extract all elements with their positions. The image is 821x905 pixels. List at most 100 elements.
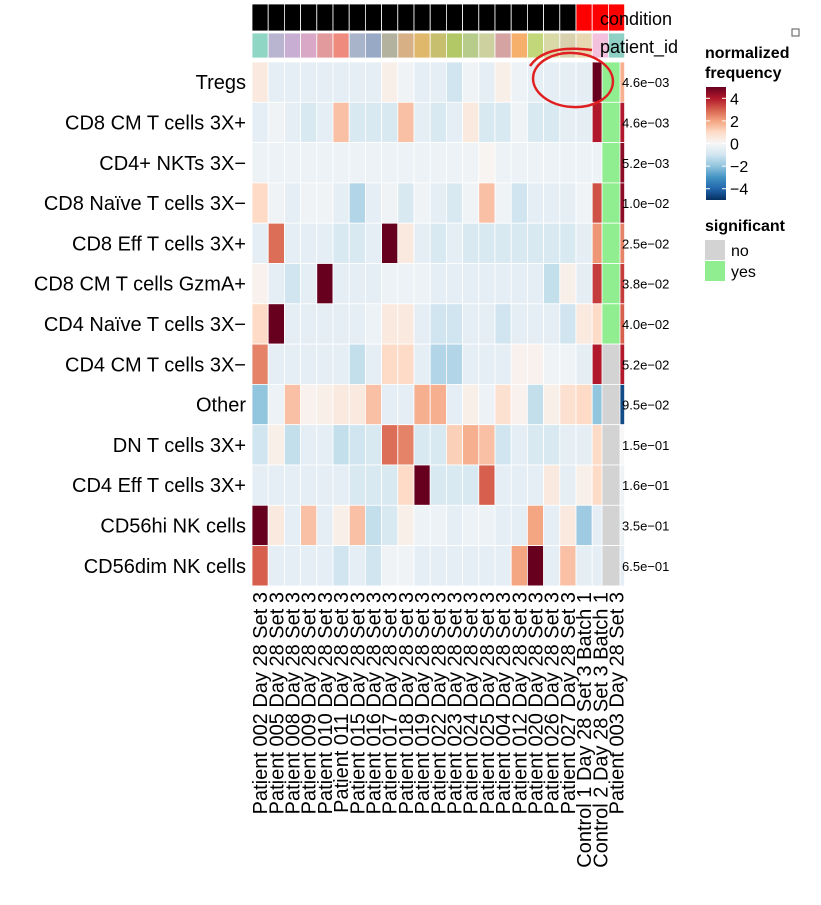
heatmap-cell (575, 545, 593, 587)
significance-legend: significant no yes (705, 218, 786, 281)
heatmap-cell (300, 182, 318, 224)
patient-id-cell (462, 32, 480, 59)
column-label: Patient 022 Day 28 Set 3 (428, 592, 450, 814)
heatmap-cell (510, 464, 528, 506)
heatmap-cell (364, 142, 382, 184)
heatmap-cell (462, 424, 480, 466)
heatmap-cell (332, 222, 350, 264)
heatmap-cell (364, 383, 382, 426)
column-label: Patient 025 Day 28 Set 3 (477, 592, 499, 814)
heatmap-cell (575, 343, 593, 385)
heatmap-cell (429, 61, 447, 103)
heatmap-cell (494, 343, 512, 385)
heatmap-cell (316, 303, 334, 345)
patient-id-cell (300, 32, 318, 59)
color-scale-legend: normalized frequency 4 2 0 −2 −4 (705, 45, 789, 200)
heatmap-cell (413, 343, 431, 385)
heatmap-cell (251, 142, 269, 184)
heatmap-cell (478, 182, 496, 224)
heatmap-cell (494, 61, 512, 103)
heatmap-cell (510, 182, 528, 224)
patient-id-cell (608, 32, 626, 59)
heatmap-cell (429, 343, 447, 385)
heatmap-cell (462, 303, 480, 345)
legend-tick-label: −4 (730, 182, 748, 199)
significance-bar (601, 61, 621, 587)
heatmap-cell (510, 101, 528, 144)
condition-cell (381, 3, 399, 32)
heatmap-cell (575, 464, 593, 506)
heatmap-cell (251, 383, 269, 426)
patient-id-cell (267, 32, 285, 59)
heatmap-cell (543, 263, 561, 305)
heatmap-cell (251, 545, 269, 587)
heatmap-cell (559, 182, 577, 224)
significance-cell (601, 424, 621, 466)
column-label: Patient 018 Day 28 Set 3 (396, 592, 418, 814)
significance-cell (601, 263, 621, 305)
heatmap-cell (332, 424, 350, 466)
heatmap-cell (543, 464, 561, 506)
heatmap-cell (543, 101, 561, 144)
column-label: Control 1 Day 28 Set 3 Batch 1 (574, 592, 596, 868)
heatmap-cell (494, 424, 512, 466)
heatmap-cell (510, 504, 528, 546)
heatmap-cell (575, 424, 593, 466)
heatmap-cell (445, 222, 463, 264)
heatmap-cell (348, 504, 366, 546)
patient-id-cell (332, 32, 350, 59)
heatmap-cell (397, 545, 415, 587)
heatmap-cell (316, 464, 334, 506)
heatmap-cell (332, 343, 350, 385)
legend-sig-title: significant (705, 218, 786, 235)
heatmap-cell (251, 222, 269, 264)
heatmap-cell (300, 61, 318, 103)
heatmap-cell (429, 545, 447, 587)
heatmap-cell (267, 504, 285, 546)
heatmap-cell (283, 464, 301, 506)
legend-colorbar (706, 87, 726, 200)
column-label: Patient 005 Day 28 Set 3 (266, 592, 288, 814)
heatmap-cell (364, 101, 382, 144)
heatmap-cell (251, 61, 269, 103)
heatmap-cell (445, 263, 463, 305)
heatmap-cell (381, 343, 399, 385)
significance-cell (601, 343, 621, 385)
heatmap-cell (332, 464, 350, 506)
column-label: Patient 027 Day 28 Set 3 (558, 592, 580, 814)
heatmap-cell (445, 343, 463, 385)
heatmap-cell (381, 424, 399, 466)
heatmap-cell (510, 545, 528, 587)
heatmap-cell (478, 142, 496, 184)
heatmap-cell (478, 303, 496, 345)
heatmap-cell (478, 222, 496, 264)
legend-tick-label: 4 (730, 91, 739, 108)
heatmap-cell (381, 142, 399, 184)
heatmap-cell (332, 182, 350, 224)
heatmap-cell (543, 504, 561, 546)
heatmap-cell (462, 464, 480, 506)
column-label: Patient 010 Day 28 Set 3 (315, 592, 337, 814)
heatmap-cell (559, 61, 577, 103)
heatmap-cell (283, 504, 301, 546)
heatmap-cell (397, 303, 415, 345)
heatmap-cell (559, 263, 577, 305)
heatmap-cell (283, 182, 301, 224)
column-label: Patient 015 Day 28 Set 3 (347, 592, 369, 814)
heatmap-cell (397, 182, 415, 224)
heatmap-cell (445, 464, 463, 506)
heatmap-cell (381, 545, 399, 587)
heatmap-cell (527, 383, 545, 426)
row-label: CD4+ NKTs 3X− (99, 153, 246, 175)
heatmap-cell (348, 101, 366, 144)
legend-key-marker (791, 28, 800, 37)
heatmap-cell (445, 182, 463, 224)
heatmap-cell (462, 383, 480, 426)
pvalue-labels: 4.6e−03 4.6e−03 5.2e−03 1.0e−02 2.5e−02 3.8e−… (622, 75, 669, 574)
highlight-circle (531, 51, 615, 109)
heatmap-cell (283, 222, 301, 264)
column-label: Patient 011 Day 28 Set 3 (331, 592, 353, 813)
heatmap-cell (527, 504, 545, 546)
heatmap-cell (413, 424, 431, 466)
